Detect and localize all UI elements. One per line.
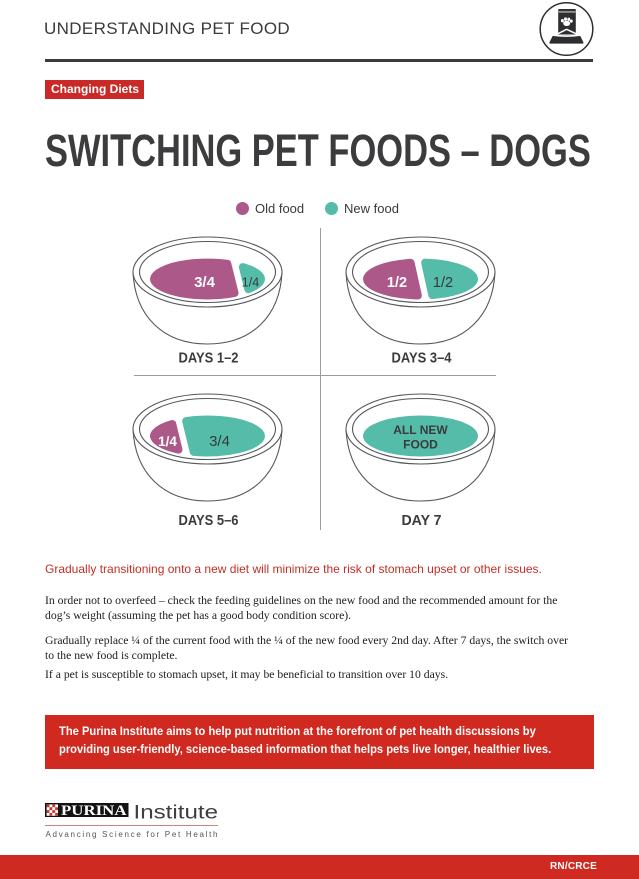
svg-text:PURINA: PURINA (61, 803, 127, 819)
svg-text:DAYS 1–2: DAYS 1–2 (179, 350, 239, 367)
svg-text:DAYS 3–4: DAYS 3–4 (392, 350, 453, 367)
svg-text:1/4: 1/4 (158, 434, 177, 449)
svg-text:FOOD: FOOD (403, 438, 438, 452)
svg-text:ALL NEW: ALL NEW (393, 423, 448, 437)
svg-text:DAY 7: DAY 7 (402, 512, 442, 529)
svg-text:1/2: 1/2 (387, 275, 407, 291)
svg-text:Institute: Institute (134, 802, 219, 824)
svg-text:3/4: 3/4 (209, 433, 230, 450)
svg-text:3/4: 3/4 (194, 274, 216, 291)
svg-text:1/4: 1/4 (242, 276, 259, 290)
svg-text:Advancing Science for Pet Heal: Advancing Science for Pet Health (46, 830, 218, 839)
svg-text:1/2: 1/2 (433, 275, 453, 291)
svg-text:DAYS 5–6: DAYS 5–6 (179, 512, 239, 529)
